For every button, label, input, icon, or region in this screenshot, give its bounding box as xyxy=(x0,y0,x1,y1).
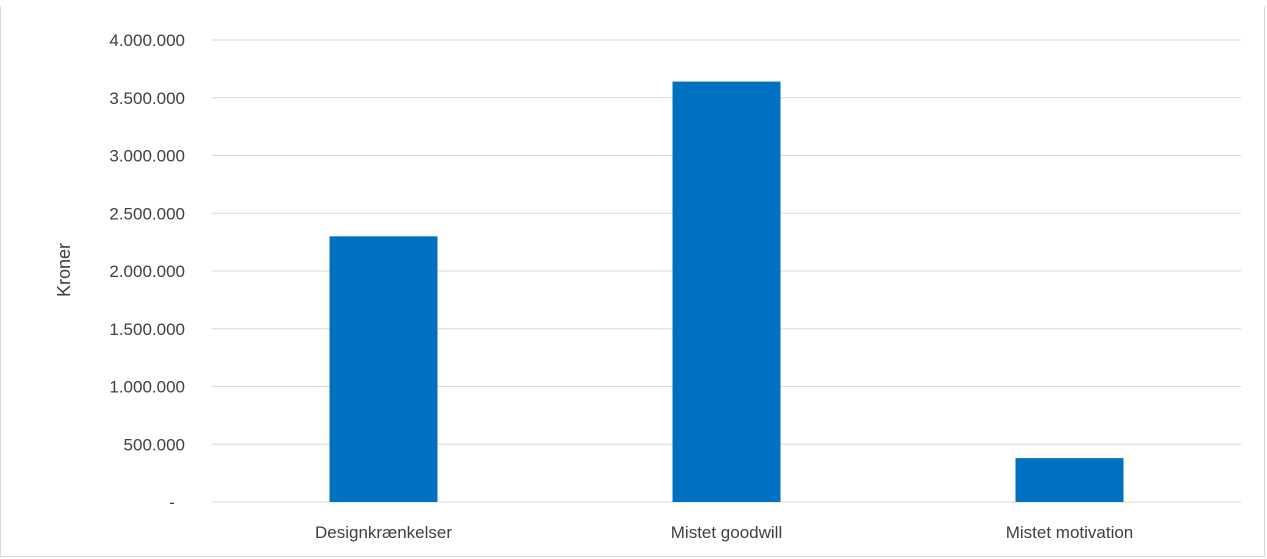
bar-2 xyxy=(672,81,781,502)
caption-cutoff-area xyxy=(0,0,1267,6)
y-tick-label: 3.000.000 xyxy=(109,147,185,166)
bars xyxy=(329,81,1124,502)
y-axis-title: Kroner xyxy=(54,243,74,297)
y-tick-label: - xyxy=(169,493,175,512)
y-tick-label: 2.500.000 xyxy=(109,204,185,223)
x-tick-label: Mistet goodwill xyxy=(671,523,783,542)
bar-3 xyxy=(1015,458,1124,502)
y-tick-label: 3.500.000 xyxy=(109,89,185,108)
y-tick-label: 500.000 xyxy=(124,435,185,454)
y-tick-labels: - 500.000 1.000.000 1.500.000 2.000.000 2.500… xyxy=(109,31,185,512)
x-tick-label: Designkrænkelser xyxy=(315,523,452,542)
y-tick-label: 4.000.000 xyxy=(109,31,185,50)
y-tick-label: 1.500.000 xyxy=(109,320,185,339)
x-tick-label: Mistet motivation xyxy=(1006,523,1134,542)
x-tick-labels: Designkrænkelser Mistet goodwill Mistet mo… xyxy=(315,523,1133,542)
y-tick-label: 1.000.000 xyxy=(109,378,185,397)
bar-1 xyxy=(329,236,438,502)
y-tick-label: 2.000.000 xyxy=(109,262,185,281)
